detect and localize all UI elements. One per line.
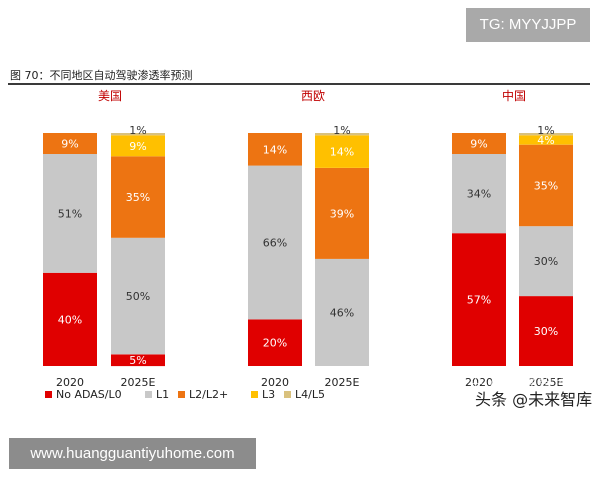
bar-seg-p2-c1-s1 (519, 226, 573, 297)
bar-seg-p0-c1-s0 (111, 354, 165, 367)
data-label-p2-c0-s0: 57% (467, 294, 491, 307)
bar-seg-p2-c1-s3 (519, 135, 573, 145)
data-label-p2-c1-s0: 30% (534, 325, 558, 338)
data-label-p0-c1-s1: 50% (126, 290, 150, 303)
data-label-p0-c0-s2: 9% (61, 138, 78, 151)
figure-title: 图 70：不同地区自动驾驶渗透率预测 (10, 69, 193, 82)
bar-seg-p2-c1-s4 (519, 133, 573, 136)
bar-seg-p1-c1-s2 (315, 168, 369, 259)
data-label-p1-c0-s2: 14% (263, 143, 287, 156)
bar-seg-p0-c0-s0 (43, 272, 97, 366)
bar-seg-p0-c1-s2 (111, 156, 165, 238)
data-label-p2-c1-s1: 30% (534, 255, 558, 268)
data-label-p0-c1-s3: 9% (129, 140, 146, 153)
data-label-p2-c1-s2: 35% (534, 179, 558, 192)
zhihu-watermark: 知乎 @未来智库 (452, 374, 570, 392)
legend-swatch-4 (284, 391, 291, 398)
bar-seg-p2-c0-s0 (452, 233, 506, 366)
legend-label-3: L3 (262, 388, 275, 401)
data-label-p0-c0-s1: 51% (58, 207, 82, 220)
bar-seg-p0-c1-s3 (111, 135, 165, 157)
data-label-p1-c1-s3: 14% (330, 146, 354, 159)
tg-label: TG: MYYJJPP (466, 8, 590, 42)
legend-label-0: No ADAS/L0 (56, 388, 122, 401)
bar-seg-p0-c1-s1 (111, 237, 165, 355)
data-label-p1-c1-s2: 39% (330, 207, 354, 220)
x-tick-p1-c1: 2025E (325, 376, 360, 389)
data-label-p2-c1-s3: 4% (537, 134, 554, 147)
data-label-p0-c1-s2: 35% (126, 191, 150, 204)
bar-seg-p1-c1-s1 (315, 258, 369, 366)
bar-seg-p2-c0-s2 (452, 133, 506, 154)
data-label-p1-c0-s1: 66% (263, 237, 287, 250)
bar-seg-p2-c0-s1 (452, 154, 506, 234)
x-tick-p0-c1: 2025E (121, 376, 156, 389)
panel-title-2: 中国 (502, 88, 526, 103)
bar-seg-p0-c0-s1 (43, 154, 97, 273)
data-label-p0-c0-s0: 40% (58, 313, 82, 326)
bar-seg-p1-c1-s3 (315, 135, 369, 168)
bar-seg-p1-c1-s4 (315, 133, 369, 136)
legend-swatch-0 (45, 391, 52, 398)
data-label-p1-c1-s1: 46% (330, 306, 354, 319)
x-tick-p2-c1: 2025E (529, 376, 564, 389)
bar-seg-p2-c1-s0 (519, 296, 573, 366)
panel-title-0: 美国 (98, 89, 122, 103)
toutiao-watermark: 头条 @未来智库 (475, 390, 593, 409)
x-tick-p1-c0: 2020 (261, 376, 289, 389)
bar-seg-p0-c1-s4 (111, 133, 165, 136)
legend-label-1: L1 (156, 388, 169, 401)
legend-label-4: L4/L5 (295, 388, 325, 401)
data-label-p0-c1-s0: 5% (129, 354, 146, 367)
bar-seg-p0-c0-s2 (43, 133, 97, 154)
legend-label-2: L2/L2+ (189, 388, 228, 401)
panel-title-1: 西欧 (301, 89, 325, 103)
data-label-p2-c1-s4: 1% (537, 124, 554, 137)
data-label-p0-c1-s4: 1% (129, 124, 146, 137)
data-label-p2-c0-s1: 34% (467, 188, 491, 201)
site-url-banner[interactable]: www.huangguantiyuhome.com (9, 438, 256, 469)
x-tick-p2-c0: 2020 (465, 376, 493, 389)
legend-swatch-2 (178, 391, 185, 398)
bar-seg-p1-c0-s2 (248, 133, 302, 166)
data-label-p1-c1-s4: 1% (333, 124, 350, 137)
data-label-p1-c0-s0: 20% (263, 337, 287, 350)
bar-seg-p1-c0-s0 (248, 319, 302, 366)
legend-swatch-1 (145, 391, 152, 398)
title-rule (8, 83, 590, 85)
data-label-p2-c0-s2: 9% (470, 138, 487, 151)
legend-swatch-3 (251, 391, 258, 398)
x-tick-p0-c0: 2020 (56, 376, 84, 389)
bar-seg-p2-c1-s2 (519, 144, 573, 227)
bar-seg-p1-c0-s1 (248, 165, 302, 320)
